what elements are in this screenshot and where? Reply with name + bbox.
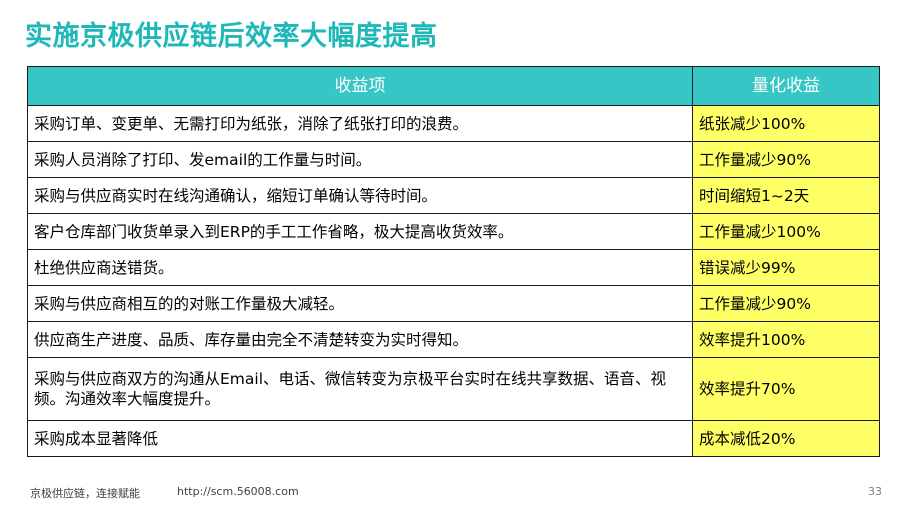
footer-slogan: 京极供应链，连接赋能 bbox=[30, 487, 140, 500]
footer-url: http://scm.56008.com bbox=[177, 485, 299, 498]
benefit-item-cell: 采购与供应商相互的的对账工作量极大减轻。 bbox=[27, 285, 693, 322]
page-number: 33 bbox=[868, 485, 882, 498]
table-row: 杜绝供应商送错货。 错误减少99% bbox=[27, 249, 880, 286]
table-row: 采购订单、变更单、无需打印为纸张，消除了纸张打印的浪费。 纸张减少100% bbox=[27, 105, 880, 142]
table-row: 采购与供应商双方的沟通从Email、电话、微信转变为京极平台实时在线共享数据、语… bbox=[27, 357, 880, 421]
benefit-value-cell: 工作量减少90% bbox=[692, 285, 880, 322]
benefit-value-cell: 纸张减少100% bbox=[692, 105, 880, 142]
benefit-item-cell: 供应商生产进度、品质、库存量由完全不清楚转变为实时得知。 bbox=[27, 321, 693, 358]
benefit-item-cell: 采购成本显著降低 bbox=[27, 420, 693, 457]
benefit-value-cell: 工作量减少100% bbox=[692, 213, 880, 250]
table-header-row: 收益项 量化收益 bbox=[27, 66, 880, 106]
benefit-item-cell: 杜绝供应商送错货。 bbox=[27, 249, 693, 286]
benefit-item-cell: 采购与供应商实时在线沟通确认，缩短订单确认等待时间。 bbox=[27, 177, 693, 214]
benefit-value-cell: 工作量减少90% bbox=[692, 141, 880, 178]
table-row: 采购人员消除了打印、发email的工作量与时间。 工作量减少90% bbox=[27, 141, 880, 178]
benefit-value-cell: 错误减少99% bbox=[692, 249, 880, 286]
table-row: 采购与供应商相互的的对账工作量极大减轻。 工作量减少90% bbox=[27, 285, 880, 322]
benefits-table: 收益项 量化收益 采购订单、变更单、无需打印为纸张，消除了纸张打印的浪费。 纸张… bbox=[27, 66, 880, 457]
page-title: 实施京极供应链后效率大幅度提高 bbox=[25, 21, 438, 52]
benefit-value-cell: 时间缩短1~2天 bbox=[692, 177, 880, 214]
benefit-item-cell: 采购人员消除了打印、发email的工作量与时间。 bbox=[27, 141, 693, 178]
benefit-value-cell: 效率提升100% bbox=[692, 321, 880, 358]
benefit-item-cell: 采购订单、变更单、无需打印为纸张，消除了纸张打印的浪费。 bbox=[27, 105, 693, 142]
table-row: 供应商生产进度、品质、库存量由完全不清楚转变为实时得知。 效率提升100% bbox=[27, 321, 880, 358]
table-row: 客户仓库部门收货单录入到ERP的手工工作省略，极大提高收货效率。 工作量减少10… bbox=[27, 213, 880, 250]
benefit-value-cell: 成本减低20% bbox=[692, 420, 880, 457]
table-row: 采购成本显著降低 成本减低20% bbox=[27, 420, 880, 457]
benefit-item-cell: 采购与供应商双方的沟通从Email、电话、微信转变为京极平台实时在线共享数据、语… bbox=[27, 357, 693, 421]
header-benefit-item: 收益项 bbox=[27, 66, 693, 106]
table-row: 采购与供应商实时在线沟通确认，缩短订单确认等待时间。 时间缩短1~2天 bbox=[27, 177, 880, 214]
benefit-item-cell: 客户仓库部门收货单录入到ERP的手工工作省略，极大提高收货效率。 bbox=[27, 213, 693, 250]
benefit-value-cell: 效率提升70% bbox=[692, 357, 880, 421]
header-quantified-benefit: 量化收益 bbox=[692, 66, 880, 106]
